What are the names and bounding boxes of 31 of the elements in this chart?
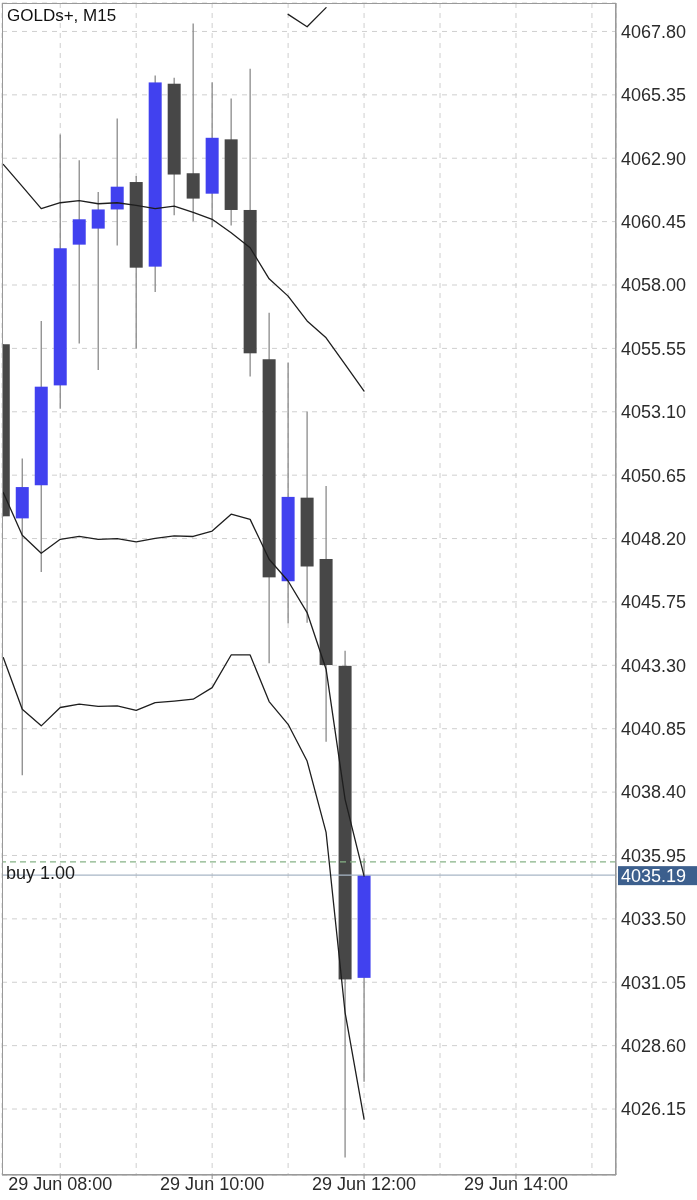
y-tick-label: 4038.40 bbox=[621, 782, 687, 803]
ref-line-label: buy 1.00 bbox=[6, 862, 76, 883]
line-series bbox=[2, 654, 365, 1120]
y-tick-label: 4053.10 bbox=[621, 402, 687, 423]
line-series bbox=[2, 163, 365, 392]
y-tick-label: 4058.00 bbox=[621, 275, 687, 296]
x-tick-label: 29 Jun 08:00 bbox=[8, 1174, 113, 1194]
candlestick bbox=[91, 191, 105, 371]
y-tick-label: 4033.50 bbox=[621, 909, 687, 930]
candlestick bbox=[186, 22, 200, 223]
y-tick-label: 4050.65 bbox=[621, 465, 687, 486]
x-tick-label: 29 Jun 10:00 bbox=[160, 1174, 265, 1194]
y-tick-label: 4060.45 bbox=[621, 212, 687, 233]
ref-line-label: 4035.19 bbox=[621, 866, 687, 887]
y-tick-label: 4048.20 bbox=[621, 528, 687, 549]
x-tick-label: 29 Jun 14:00 bbox=[463, 1174, 569, 1194]
candlestick bbox=[110, 117, 124, 247]
candlestick bbox=[15, 457, 29, 776]
y-tick-label: 4067.80 bbox=[621, 21, 687, 42]
y-tick-label: 4045.75 bbox=[621, 592, 687, 613]
y-tick-label: 4065.35 bbox=[621, 85, 687, 106]
y-tick-label: 4043.30 bbox=[621, 655, 687, 676]
y-tick-label: 4062.90 bbox=[621, 148, 687, 169]
y-tick-label: 4055.55 bbox=[621, 338, 687, 359]
y-tick-label: 4026.15 bbox=[621, 1099, 687, 1120]
chart-title: GOLDs+, M15 bbox=[7, 6, 117, 26]
y-tick-label: 4031.05 bbox=[621, 972, 687, 993]
x-tick-label: 29 Jun 12:00 bbox=[312, 1174, 417, 1194]
y-tick-label: 4035.95 bbox=[621, 845, 687, 866]
y-tick-label: 4028.60 bbox=[621, 1036, 687, 1057]
y-tick-label: 4040.85 bbox=[621, 719, 687, 740]
